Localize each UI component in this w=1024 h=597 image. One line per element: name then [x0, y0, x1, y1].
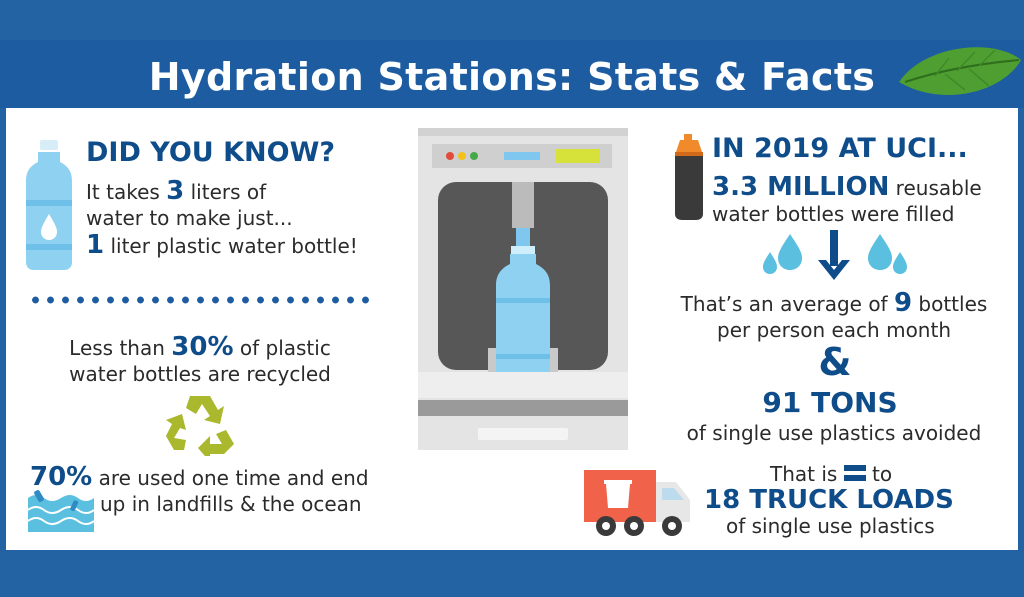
left-border [0, 108, 6, 550]
average-pre: That’s an average of [680, 292, 894, 316]
landfill-post: are used one time and end [92, 466, 369, 490]
equal-post: to [865, 462, 893, 486]
average-line-1: That’s an average of 9 bottles [650, 290, 1018, 317]
truck-loads-line-2: of single use plastics [726, 514, 935, 538]
recycle-line-2: water bottles are recycled [69, 362, 331, 386]
one-liter-post: liter plastic water bottle! [104, 234, 358, 258]
liters-line-3: 1 liter plastic water bottle! [86, 232, 358, 259]
landfill-line-1: 70% are used one time and end [30, 464, 369, 491]
landfill-line-2: up in landfills & the ocean [100, 492, 362, 516]
recycle-percent: 30% [171, 332, 234, 362]
million-line-2: water bottles were filled [712, 202, 955, 226]
recycle-icon [166, 396, 234, 456]
average-number: 9 [893, 288, 913, 318]
right-border [1018, 108, 1024, 550]
hydration-station-icon [418, 128, 628, 450]
truck-loads-number: 18 TRUCK LOADS [704, 485, 954, 515]
recycle-line-1: Less than 30% of plastic [20, 334, 380, 361]
leaf-icon [899, 47, 1021, 95]
liters-line-1: It takes 3 liters of [86, 178, 266, 205]
water-bottle-icon [26, 140, 72, 270]
liters-number: 3 [166, 176, 185, 206]
ocean-waves-icon [28, 490, 94, 532]
landfill-percent: 70% [30, 462, 93, 492]
top-band [0, 0, 1024, 40]
million-line-1: 3.3 MILLION reusable [712, 174, 982, 201]
equal-pre: That is [770, 462, 844, 486]
liters-pre: It takes [86, 180, 167, 204]
recycle-pre: Less than [69, 336, 172, 360]
average-post: bottles [912, 292, 988, 316]
page-title: Hydration Stations: Stats & Facts [148, 55, 876, 99]
did-you-know-heading: DID YOU KNOW? [86, 137, 336, 168]
down-arrow-icon [818, 230, 850, 280]
water-drops-icon [868, 234, 907, 274]
title-bar [0, 40, 1024, 108]
million-number: 3.3 MILLION [712, 172, 890, 202]
liters-line-2: water to make just... [86, 206, 293, 230]
dotted-divider [28, 296, 373, 304]
truck-icon [584, 470, 690, 536]
tons-line-2: of single use plastics avoided [686, 421, 982, 445]
equals-icon [843, 464, 866, 482]
sport-bottle-icon [675, 134, 703, 220]
recycle-post: of plastic [233, 336, 331, 360]
liters-post: liters of [184, 180, 267, 204]
bottom-band [0, 550, 1024, 597]
ampersand: & [818, 340, 852, 384]
equal-line: That is to [770, 461, 892, 487]
one-liter-number: 1 [86, 230, 105, 260]
water-drops-icon [763, 234, 802, 274]
uci-2019-heading: IN 2019 AT UCI... [712, 133, 968, 164]
million-post: reusable [889, 176, 982, 200]
tons-number: 91 TONS [762, 386, 898, 419]
average-line-2: per person each month [717, 318, 951, 342]
